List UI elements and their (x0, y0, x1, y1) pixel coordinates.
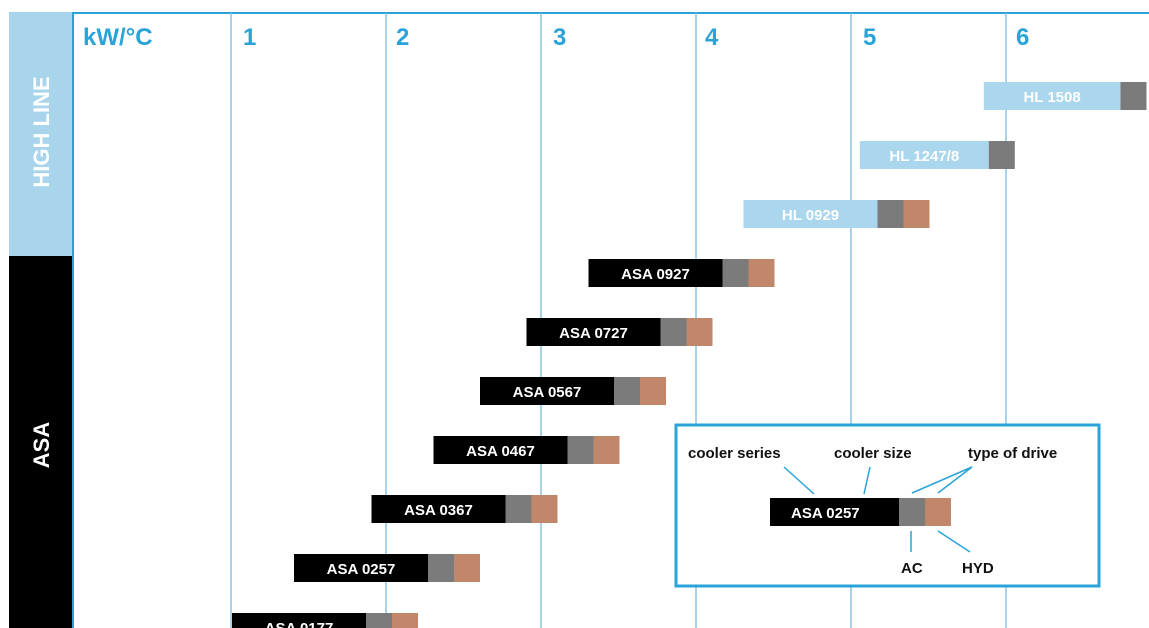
cooler-bar (433, 436, 568, 464)
ac-drive-segment (988, 141, 1015, 169)
ac-drive-segment (614, 377, 640, 405)
cooler-bar (371, 495, 506, 523)
pointer-drive-hyd (937, 466, 973, 494)
cooler-bars: HL 1508 HL 1247/8 HL 0929 ASA 0927 ASA 0727 A… (232, 82, 1147, 628)
pointer-hyd (937, 530, 971, 553)
axis-tick-label: 5 (863, 24, 876, 51)
ac-drive-segment (877, 200, 904, 228)
legend-box: cooler series cooler size type of drive … (674, 423, 1101, 588)
cooler-bar (526, 318, 661, 346)
cooler-bar (294, 554, 428, 582)
cooler-bar (588, 259, 723, 287)
hyd-drive-segment (640, 377, 666, 405)
cooler-bar (743, 200, 878, 228)
cooler-bar (859, 141, 989, 169)
high-line-band (9, 12, 72, 256)
cooler-bar (232, 613, 366, 628)
legend-example-series-bar (770, 498, 899, 526)
cooler-bar-label: HL 0929 (782, 207, 839, 224)
ac-drive-segment (1120, 82, 1147, 110)
cooler-bar (480, 377, 614, 405)
axis-tick-label: 3 (553, 24, 566, 51)
ac-drive-segment (722, 259, 749, 287)
pointer-cooler-size (863, 466, 871, 495)
axis-unit-label: kW/°C (83, 24, 153, 51)
hyd-drive-segment (392, 613, 418, 628)
axis-tick-label: 6 (1016, 24, 1029, 51)
ac-drive-segment (567, 436, 594, 464)
cooler-bar-label: ASA 0177 (265, 620, 334, 628)
high-line-band-label: HIGH LINE (29, 76, 54, 187)
ac-drive-segment (505, 495, 532, 523)
axis-tick-label: 2 (396, 24, 409, 51)
legend-example-hyd-segment (925, 498, 951, 526)
asa-band-label: ASA (29, 422, 54, 469)
legend-type-of-drive: type of drive (968, 445, 1057, 462)
legend-cooler-size: cooler size (834, 445, 912, 462)
hyd-drive-segment (903, 200, 930, 228)
cooler-bar-label: ASA 0367 (404, 502, 473, 519)
cooler-bar-label: ASA 0467 (466, 443, 535, 460)
cooler-bar-label: ASA 0567 (513, 384, 582, 401)
legend-cooler-series: cooler series (688, 445, 781, 462)
cooler-bar-label: HL 1508 (1023, 89, 1080, 106)
legend-hyd-label: HYD (962, 560, 994, 577)
cooler-bar-label: ASA 0927 (621, 266, 690, 283)
ac-drive-segment (366, 613, 392, 628)
axis-tick-label: 1 (243, 24, 256, 51)
hyd-drive-segment (593, 436, 620, 464)
asa-band (9, 256, 72, 628)
cooler-bar (983, 82, 1121, 110)
legend-example-label: ASA 0257 (791, 505, 860, 522)
cooler-bar-label: HL 1247/8 (889, 148, 959, 165)
hyd-drive-segment (686, 318, 713, 346)
hyd-drive-segment (454, 554, 480, 582)
hyd-drive-segment (531, 495, 558, 523)
ac-drive-segment (428, 554, 454, 582)
legend-ac-label: AC (901, 560, 923, 577)
ac-drive-segment (660, 318, 687, 346)
legend-example-ac-segment (899, 498, 925, 526)
cooler-bar-label: ASA 0727 (559, 325, 628, 342)
axis-tick-label: 4 (705, 24, 719, 51)
pointer-drive-ac (911, 466, 973, 494)
legend-pointer-lines (783, 466, 973, 553)
pointer-cooler-series (783, 466, 815, 495)
cooler-bar-label: ASA 0257 (327, 561, 396, 578)
hyd-drive-segment (748, 259, 775, 287)
